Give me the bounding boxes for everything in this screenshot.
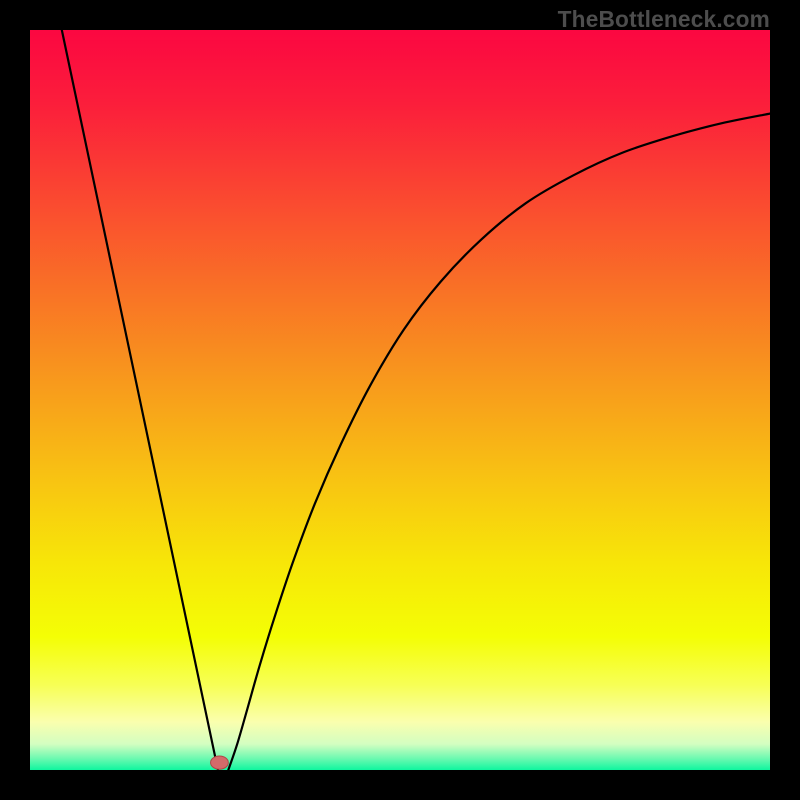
curve-left-branch xyxy=(62,30,218,770)
minimum-marker xyxy=(211,756,229,769)
curve-right-branch xyxy=(228,114,770,770)
plot-area xyxy=(30,30,770,770)
attribution-label: TheBottleneck.com xyxy=(558,6,770,33)
curve-layer xyxy=(30,30,770,770)
